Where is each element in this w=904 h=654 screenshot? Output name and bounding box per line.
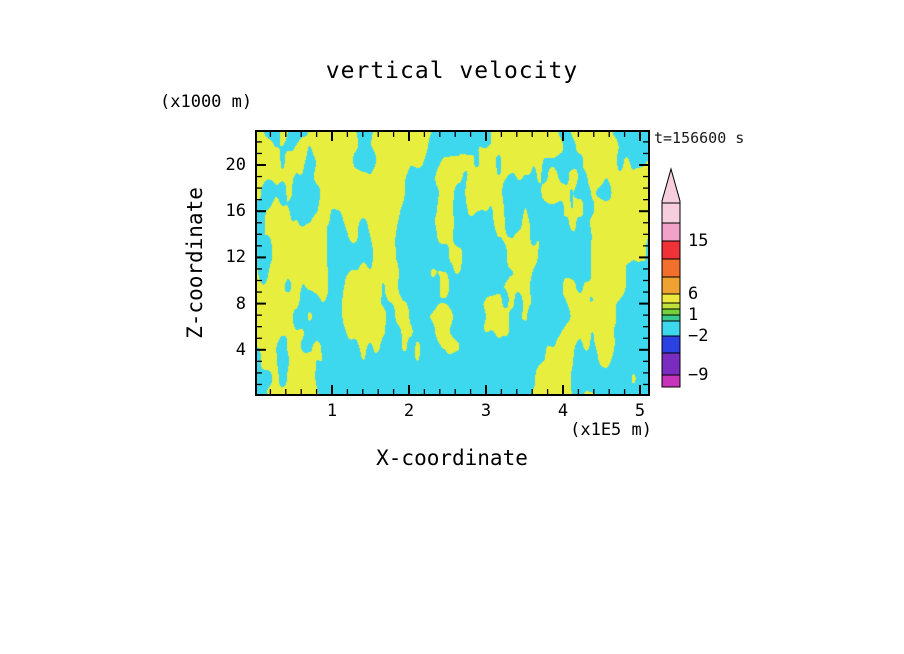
colorbar-segment bbox=[661, 302, 681, 310]
colorbar-label: −2 bbox=[688, 326, 709, 346]
colorbar-segment bbox=[661, 374, 681, 388]
y-tick-label: 8 bbox=[235, 293, 246, 314]
y-axis-title: Z-coordinate bbox=[183, 187, 207, 339]
colorbar-segment bbox=[661, 293, 681, 304]
colorbar-segment bbox=[661, 314, 681, 322]
colorbar-segment bbox=[661, 320, 681, 337]
colorbar-segment bbox=[661, 222, 681, 242]
y-tick-label: 16 bbox=[225, 201, 246, 222]
y-axis-unit-label: (x1000 m) bbox=[160, 92, 253, 112]
x-tick-label: 5 bbox=[634, 401, 646, 421]
colorbar-segment bbox=[661, 276, 681, 295]
colorbar-label: 1 bbox=[688, 305, 699, 325]
plot-title: vertical velocity bbox=[325, 58, 579, 84]
colorbar-segment bbox=[661, 352, 681, 376]
colorbar-label: 15 bbox=[688, 231, 709, 251]
colorbar-segment bbox=[661, 308, 681, 316]
timestamp-label: t=156600 s bbox=[654, 129, 745, 147]
field-canvas bbox=[255, 130, 650, 396]
y-tick-label: 20 bbox=[225, 155, 246, 175]
colorbar-label: −9 bbox=[688, 365, 709, 385]
colorbar-segment bbox=[661, 240, 681, 260]
colorbar-segment bbox=[661, 258, 681, 278]
x-axis-unit-label: (x1E5 m) bbox=[570, 420, 652, 440]
x-axis-title: X-coordinate bbox=[376, 446, 528, 470]
x-tick-label: 3 bbox=[480, 401, 492, 421]
colorbar-label: 6 bbox=[688, 284, 699, 304]
y-tick-label: 12 bbox=[225, 247, 246, 268]
x-tick-label: 2 bbox=[403, 401, 415, 421]
plot-border bbox=[255, 130, 650, 396]
x-tick-label: 4 bbox=[557, 401, 569, 421]
plot-frame bbox=[255, 130, 650, 396]
y-tick-label: 4 bbox=[235, 339, 246, 360]
colorbar-segment bbox=[661, 335, 681, 354]
x-tick-label: 1 bbox=[326, 401, 338, 421]
colorbar bbox=[661, 167, 681, 388]
colorbar-segment bbox=[661, 202, 681, 224]
colorbar-arrow-tip bbox=[661, 167, 681, 204]
